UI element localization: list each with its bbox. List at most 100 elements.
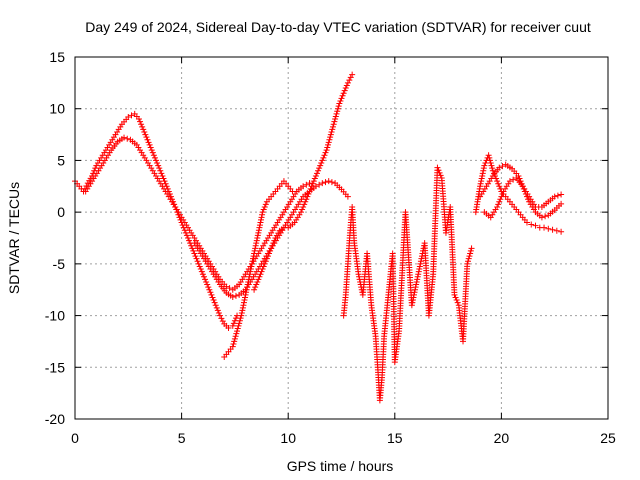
data-point xyxy=(229,343,236,350)
series-track-h xyxy=(481,175,565,221)
data-point-fill xyxy=(305,180,316,198)
data-point-fill xyxy=(364,253,375,306)
data-point-fill xyxy=(109,140,120,152)
data-point-fill xyxy=(328,118,338,135)
data-point xyxy=(340,90,347,97)
data-point-fill xyxy=(260,258,269,270)
data-point-fill xyxy=(135,144,145,156)
data-point-fill xyxy=(485,175,495,187)
data-point-fill xyxy=(263,232,273,244)
data-point xyxy=(549,226,556,233)
data-point-fill xyxy=(499,163,506,170)
data-point xyxy=(255,276,262,283)
data-point xyxy=(153,157,160,164)
data-point-fill xyxy=(121,116,130,125)
data-point xyxy=(204,281,211,288)
data-point-fill xyxy=(186,227,196,239)
data-point xyxy=(551,193,558,200)
data-point-fill xyxy=(413,263,423,285)
data-point xyxy=(199,271,206,278)
data-point xyxy=(541,224,548,231)
y-tick-label: 5 xyxy=(57,152,65,168)
data-point-fill xyxy=(251,232,261,254)
data-point-fill xyxy=(542,213,549,220)
data-point-fill xyxy=(351,242,362,275)
data-point-fill xyxy=(90,170,100,182)
data-point-fill xyxy=(324,134,334,151)
data-point xyxy=(344,79,351,86)
data-point xyxy=(553,227,560,234)
data-point xyxy=(225,324,232,331)
data-point-fill xyxy=(141,154,152,167)
data-point xyxy=(263,255,270,262)
data-point-fill xyxy=(273,230,282,239)
data-point xyxy=(336,100,343,107)
data-point xyxy=(545,225,552,232)
data-point-fill xyxy=(250,268,260,280)
data-point-fill xyxy=(226,285,233,292)
data-point-fill xyxy=(212,273,222,285)
data-point-fill xyxy=(188,242,197,254)
data-point-fill xyxy=(302,190,311,198)
data-point-fill xyxy=(252,278,261,291)
data-point-fill xyxy=(128,112,135,119)
data-point-fill xyxy=(200,273,210,285)
data-point xyxy=(259,209,266,216)
data-point xyxy=(310,178,317,185)
data-point-fill xyxy=(452,294,461,306)
data-point xyxy=(319,180,326,187)
data-point xyxy=(532,222,539,229)
data-point-fill xyxy=(237,273,247,285)
data-point-fill xyxy=(379,335,388,379)
data-point-fill xyxy=(554,192,561,199)
data-point-fill xyxy=(409,284,419,306)
data-point-fill xyxy=(293,211,303,223)
data-point-fill xyxy=(230,330,240,348)
plot-frame xyxy=(74,56,609,420)
data-point xyxy=(349,71,356,78)
data-point-fill xyxy=(435,167,444,179)
y-tick-label: -20 xyxy=(45,411,65,427)
data-point xyxy=(148,147,155,154)
data-point xyxy=(135,116,142,123)
data-point-fill xyxy=(368,304,379,337)
x-tick-label: 0 xyxy=(71,430,79,446)
data-point-fill xyxy=(269,222,279,234)
data-point-fill xyxy=(264,247,274,260)
data-point-fill xyxy=(288,206,299,218)
data-point xyxy=(355,271,362,278)
data-point-fill xyxy=(311,165,323,182)
data-point-fill xyxy=(489,206,499,218)
data-point-fill xyxy=(426,273,436,316)
data-point-fill xyxy=(141,128,150,141)
data-point xyxy=(289,188,296,195)
y-tick-label: -10 xyxy=(45,308,65,324)
data-point-fill xyxy=(232,292,239,299)
data-point-fill xyxy=(154,160,163,172)
data-point xyxy=(195,260,202,267)
data-point-fill xyxy=(520,185,532,203)
data-point xyxy=(161,178,168,185)
data-point-fill xyxy=(107,134,117,146)
data-point xyxy=(304,193,311,200)
data-point-fill xyxy=(288,191,299,203)
data-point-fill xyxy=(340,294,349,316)
data-point xyxy=(144,136,151,143)
data-point-fill xyxy=(334,182,343,191)
data-point-fill xyxy=(541,200,550,209)
data-point-fill xyxy=(477,165,487,187)
data-point xyxy=(208,291,215,298)
data-point xyxy=(246,271,253,278)
data-point-fill xyxy=(114,123,124,135)
data-point xyxy=(558,191,565,198)
series-track-g xyxy=(477,161,565,210)
data-point xyxy=(332,116,339,123)
data-point xyxy=(485,152,492,159)
data-point-fill xyxy=(238,288,247,297)
data-point-fill xyxy=(234,315,244,332)
data-layer xyxy=(72,71,565,404)
data-point-fill xyxy=(337,92,346,104)
data-point-fill xyxy=(322,179,329,186)
data-point-fill xyxy=(247,253,257,275)
data-point-fill xyxy=(318,149,329,167)
